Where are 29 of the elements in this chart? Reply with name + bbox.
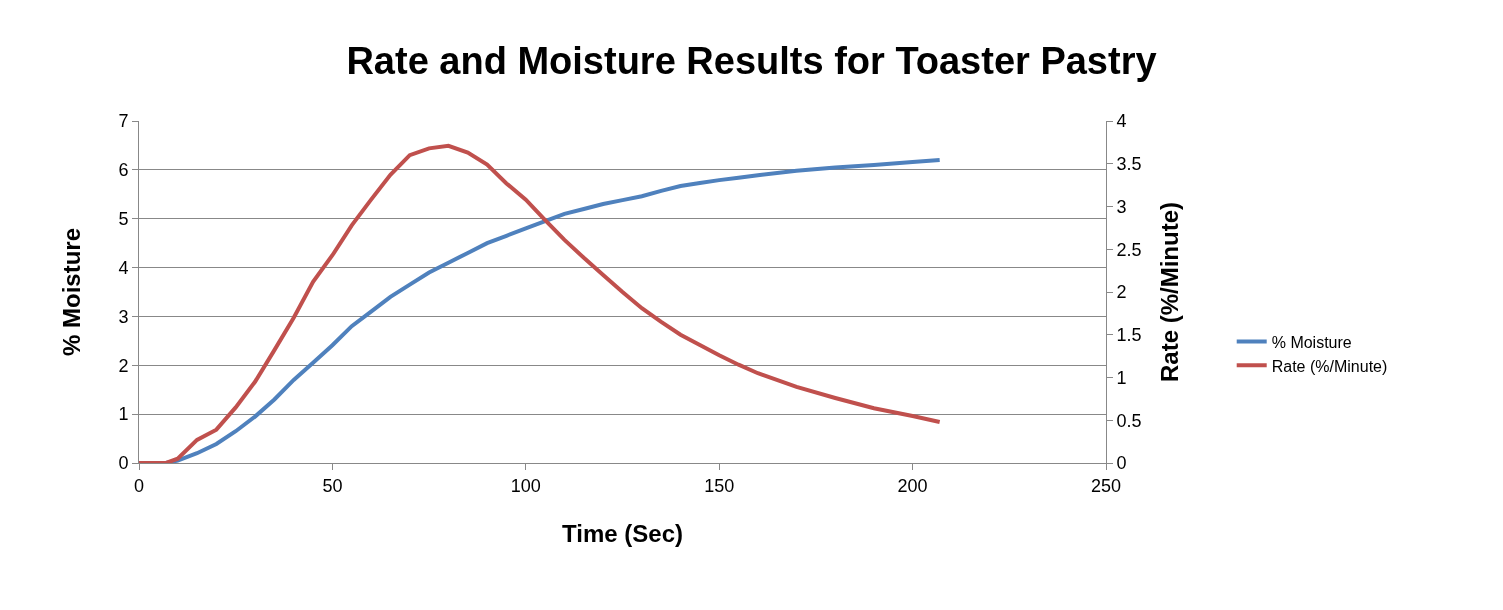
y2-tick-label: 4 bbox=[1116, 111, 1127, 132]
y-tick-label: 0 bbox=[118, 453, 129, 474]
y-tick-label: 4 bbox=[118, 257, 129, 278]
x-tick-label: 0 bbox=[133, 475, 145, 496]
x-tick-label: 250 bbox=[1090, 475, 1122, 496]
legend-label: % Moisture bbox=[1271, 333, 1352, 351]
x-axis-title: Time (Sec) bbox=[562, 519, 683, 547]
y-tick-label: 3 bbox=[118, 306, 129, 327]
x-tick-label: 100 bbox=[510, 475, 541, 496]
y2-tick-label: 0.5 bbox=[1116, 410, 1142, 431]
y-tick-label: 7 bbox=[118, 111, 129, 132]
x-tick-label: 200 bbox=[897, 475, 928, 496]
y-tick-label: 5 bbox=[118, 209, 129, 230]
y-axis-title: % Moisture bbox=[58, 227, 86, 357]
y2-axis-title: Rate (%/Minute) bbox=[1155, 202, 1183, 382]
y2-tick-label: 1 bbox=[1116, 367, 1127, 388]
y2-tick-label: 3 bbox=[1116, 196, 1127, 217]
x-tick-label: 150 bbox=[704, 475, 735, 496]
y2-tick-label: 1.5 bbox=[1116, 325, 1142, 346]
x-tick-label: 50 bbox=[322, 475, 343, 496]
legend-label: Rate (%/Minute) bbox=[1271, 357, 1388, 375]
y2-tick-label: 2.5 bbox=[1116, 239, 1142, 260]
y-tick-label: 1 bbox=[118, 404, 129, 425]
y2-tick-label: 2 bbox=[1116, 282, 1127, 303]
y2-tick-label: 3.5 bbox=[1116, 154, 1142, 175]
y2-tick-label: 0 bbox=[1116, 453, 1127, 474]
y-tick-label: 2 bbox=[118, 355, 129, 376]
y-tick-label: 6 bbox=[118, 160, 129, 181]
chart-title: Rate and Moisture Results for Toaster Pastry bbox=[346, 40, 1157, 83]
